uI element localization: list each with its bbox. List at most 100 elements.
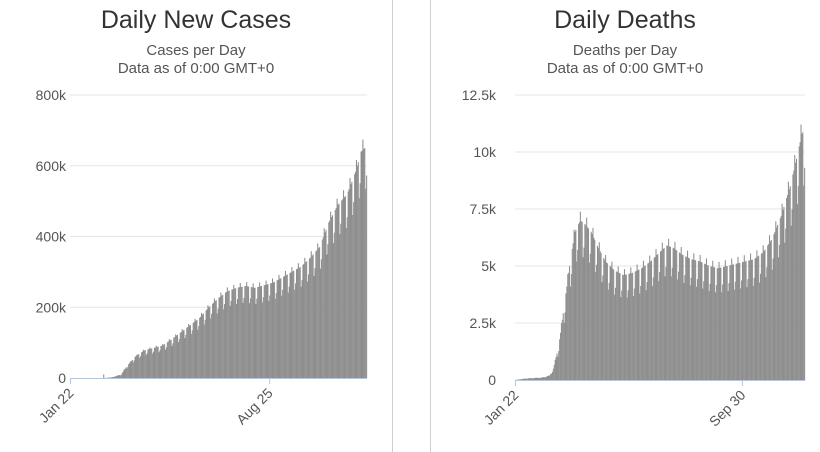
bar[interactable] [619, 273, 621, 380]
bar[interactable] [602, 275, 604, 380]
bar[interactable] [623, 269, 626, 380]
bar[interactable] [613, 269, 615, 380]
bar[interactable] [695, 260, 697, 380]
bar[interactable] [697, 260, 699, 380]
bar[interactable] [731, 258, 733, 380]
bar[interactable] [712, 260, 714, 380]
bar[interactable] [803, 185, 805, 380]
bar[interactable] [533, 377, 535, 380]
bar[interactable] [157, 346, 159, 378]
bar[interactable] [703, 281, 705, 380]
bar[interactable] [659, 271, 661, 380]
bar[interactable] [138, 354, 140, 378]
bar[interactable] [355, 171, 357, 378]
bar[interactable] [593, 237, 595, 380]
bar[interactable] [534, 377, 536, 380]
bar[interactable] [632, 272, 634, 380]
bar[interactable] [719, 267, 721, 380]
bar[interactable] [720, 267, 722, 380]
bar[interactable] [317, 243, 319, 378]
bar[interactable] [253, 287, 255, 378]
bar[interactable] [761, 253, 763, 380]
bar[interactable] [702, 288, 704, 380]
bar[interactable] [325, 229, 327, 378]
bar[interactable] [224, 292, 227, 378]
bar[interactable] [792, 174, 794, 380]
bar[interactable] [745, 261, 747, 380]
bar[interactable] [117, 375, 119, 378]
bar[interactable] [124, 368, 126, 378]
bar[interactable] [749, 260, 751, 380]
bar[interactable] [167, 341, 169, 378]
bar[interactable] [318, 248, 320, 378]
bar[interactable] [315, 251, 317, 378]
bar[interactable] [543, 376, 545, 380]
bar[interactable] [711, 266, 713, 380]
bar[interactable] [603, 258, 605, 380]
bar[interactable] [683, 282, 685, 380]
bar[interactable] [692, 259, 694, 380]
bar[interactable] [562, 313, 564, 380]
bar[interactable] [184, 337, 186, 378]
bar[interactable] [287, 292, 289, 378]
bar[interactable] [125, 367, 127, 378]
bar[interactable] [357, 162, 359, 378]
bar[interactable] [520, 379, 522, 380]
bar[interactable] [118, 375, 120, 378]
bar[interactable] [802, 132, 804, 380]
bar[interactable] [606, 263, 608, 380]
bar[interactable] [768, 235, 771, 380]
bar[interactable] [753, 277, 755, 380]
bar[interactable] [264, 285, 266, 378]
bar[interactable] [122, 371, 124, 378]
bar[interactable] [615, 271, 617, 380]
bar[interactable] [174, 336, 176, 378]
bar[interactable] [574, 231, 576, 380]
bar[interactable] [329, 220, 331, 378]
bar[interactable] [756, 250, 758, 380]
bar[interactable] [669, 246, 671, 380]
bar[interactable] [567, 274, 569, 380]
bar[interactable] [522, 378, 524, 380]
bar[interactable] [708, 291, 710, 380]
bar[interactable] [245, 286, 247, 378]
bar[interactable] [359, 183, 361, 378]
bar[interactable] [793, 170, 795, 380]
bar[interactable] [265, 280, 267, 378]
bar[interactable] [115, 376, 117, 378]
bar[interactable] [340, 223, 342, 378]
bar[interactable] [199, 317, 201, 378]
bar[interactable] [310, 251, 312, 378]
bar[interactable] [331, 215, 334, 378]
bar[interactable] [524, 378, 526, 380]
bar[interactable] [312, 254, 314, 378]
bar[interactable] [586, 217, 588, 380]
bar[interactable] [644, 265, 646, 380]
bar[interactable] [538, 378, 540, 380]
bar[interactable] [783, 206, 785, 380]
bar[interactable] [544, 377, 546, 380]
bar[interactable] [717, 268, 719, 380]
bar[interactable] [212, 303, 214, 378]
bar[interactable] [694, 260, 696, 380]
bar[interactable] [363, 148, 365, 378]
bar[interactable] [352, 214, 354, 378]
bar[interactable] [279, 278, 281, 378]
bar[interactable] [700, 261, 702, 380]
bar[interactable] [648, 262, 650, 380]
bar[interactable] [173, 337, 175, 378]
bar[interactable] [307, 274, 310, 378]
bar[interactable] [247, 286, 249, 378]
bar[interactable] [699, 254, 701, 380]
bar[interactable] [691, 259, 693, 380]
bar[interactable] [684, 275, 686, 380]
bar[interactable] [660, 251, 662, 380]
bar[interactable] [713, 267, 715, 380]
bar[interactable] [324, 232, 326, 378]
bar[interactable] [214, 301, 216, 378]
bar[interactable] [322, 237, 324, 378]
bar[interactable] [798, 146, 800, 380]
bar[interactable] [775, 221, 777, 380]
bar[interactable] [518, 379, 520, 380]
bar[interactable] [647, 263, 649, 380]
